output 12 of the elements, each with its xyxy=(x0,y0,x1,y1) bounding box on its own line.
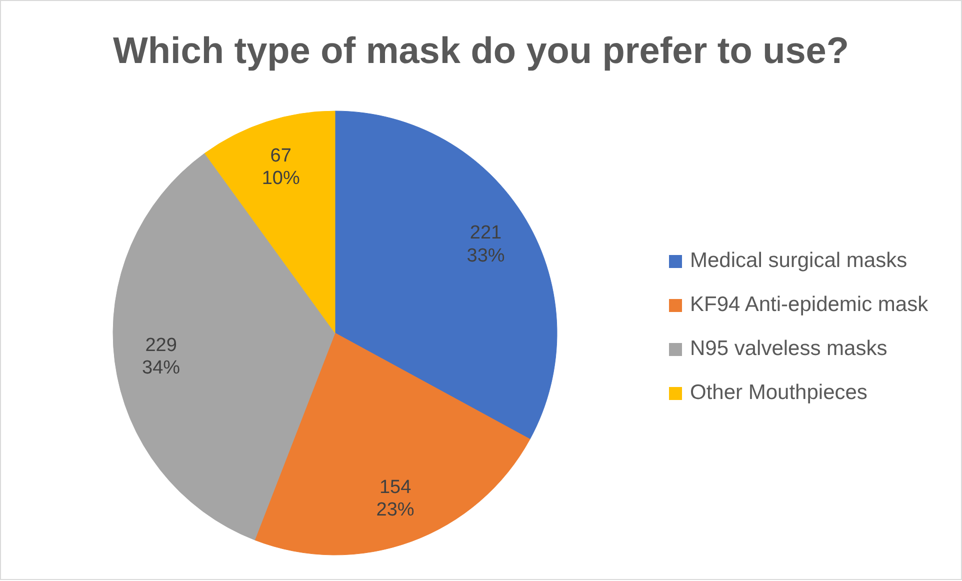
legend-label: Other Mouthpieces xyxy=(690,381,868,405)
data-label: 154 23% xyxy=(376,476,414,521)
data-label: 229 34% xyxy=(142,334,180,379)
legend-label: N95 valveless masks xyxy=(690,337,888,361)
pie-slice xyxy=(334,110,558,440)
pie-slice xyxy=(254,332,530,556)
pie-slice xyxy=(204,110,336,334)
legend-label: Medical surgical masks xyxy=(690,249,908,273)
legend-label: KF94 Anti-epidemic mask xyxy=(690,293,928,317)
chart-title: Which type of mask do you prefer to use? xyxy=(112,29,850,73)
data-label: 221 33% xyxy=(466,222,505,266)
data-label: 67 10% xyxy=(262,145,300,190)
